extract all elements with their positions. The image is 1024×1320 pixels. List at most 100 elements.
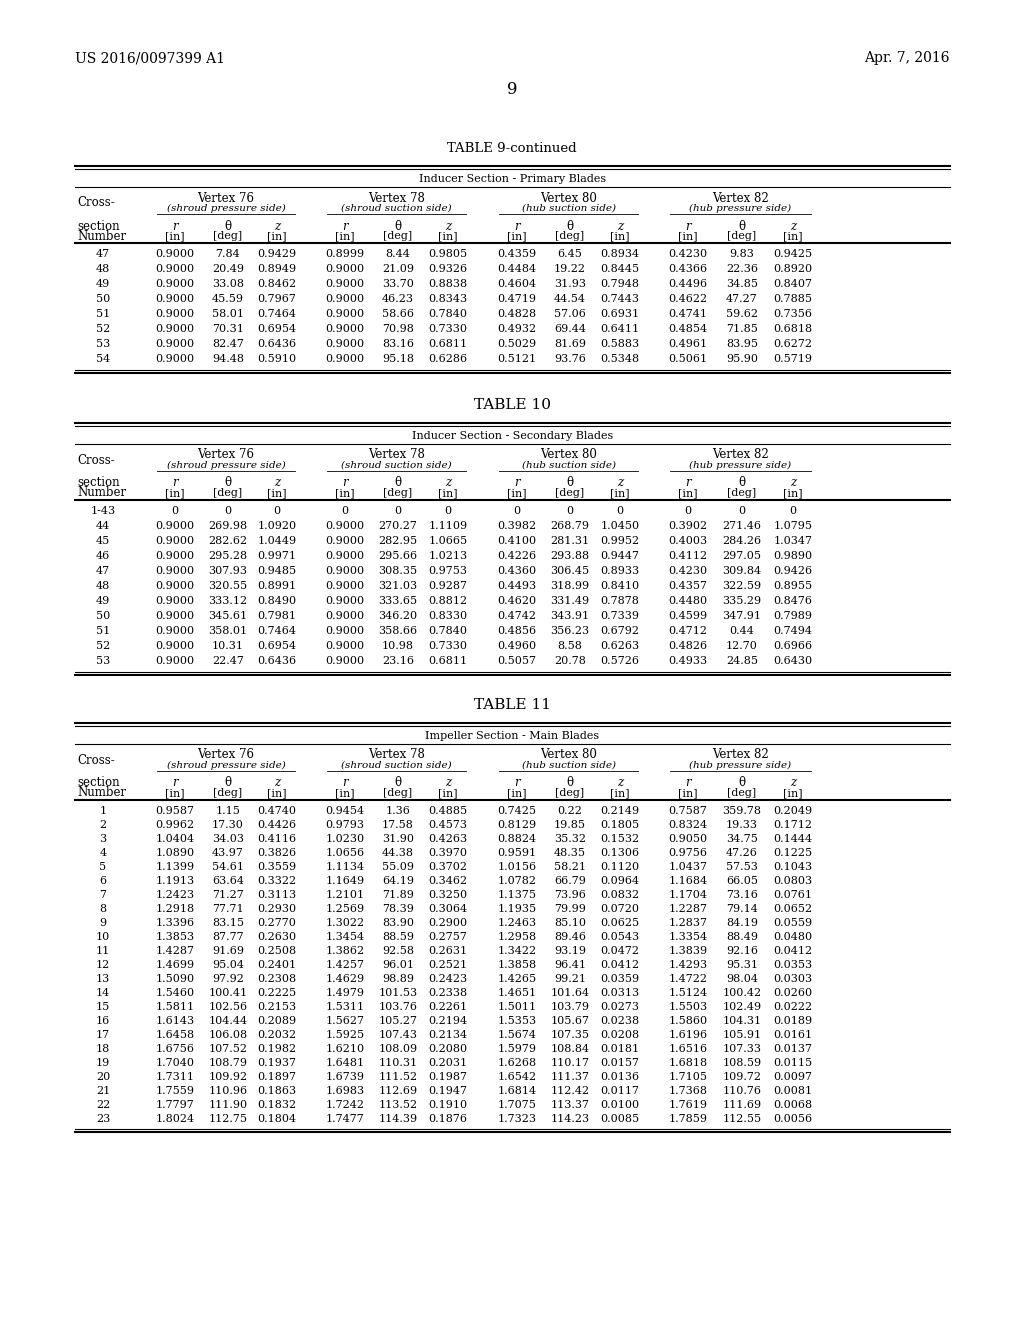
Text: 0.8343: 0.8343 — [428, 294, 468, 304]
Text: 0.3826: 0.3826 — [257, 847, 297, 858]
Text: 0.5726: 0.5726 — [600, 656, 640, 667]
Text: 57.53: 57.53 — [726, 862, 758, 871]
Text: 0.4112: 0.4112 — [669, 552, 708, 561]
Text: 0.1805: 0.1805 — [600, 820, 640, 829]
Text: 1.5124: 1.5124 — [669, 987, 708, 998]
Text: 0.4226: 0.4226 — [498, 552, 537, 561]
Text: [in]: [in] — [335, 488, 354, 498]
Text: 271.46: 271.46 — [723, 521, 762, 531]
Text: 0.9000: 0.9000 — [156, 325, 195, 334]
Text: 0.8129: 0.8129 — [498, 820, 537, 829]
Text: [in]: [in] — [783, 231, 803, 242]
Text: 73.16: 73.16 — [726, 890, 758, 899]
Text: 1.7075: 1.7075 — [498, 1100, 537, 1110]
Text: 1.0213: 1.0213 — [428, 552, 468, 561]
Text: TABLE 10: TABLE 10 — [473, 399, 551, 412]
Text: 358.01: 358.01 — [209, 626, 248, 636]
Text: 83.16: 83.16 — [382, 339, 414, 350]
Text: 57.06: 57.06 — [554, 309, 586, 319]
Text: [in]: [in] — [678, 231, 697, 242]
Text: 0.4742: 0.4742 — [498, 611, 537, 622]
Text: 45: 45 — [96, 536, 111, 546]
Text: [in]: [in] — [267, 231, 287, 242]
Text: 0.8812: 0.8812 — [428, 597, 468, 606]
Text: Cross-: Cross- — [77, 197, 115, 210]
Text: 44.38: 44.38 — [382, 847, 414, 858]
Text: 109.72: 109.72 — [723, 1072, 762, 1081]
Text: 0.0559: 0.0559 — [773, 917, 813, 928]
Text: 1.8024: 1.8024 — [156, 1114, 195, 1123]
Text: 1.36: 1.36 — [386, 805, 411, 816]
Text: 0.5348: 0.5348 — [600, 354, 640, 364]
Text: 1.5503: 1.5503 — [669, 1002, 708, 1011]
Text: 1.3396: 1.3396 — [156, 917, 195, 928]
Text: 55.09: 55.09 — [382, 862, 414, 871]
Text: 0.0652: 0.0652 — [773, 903, 813, 913]
Text: 48.35: 48.35 — [554, 847, 586, 858]
Text: 0.4496: 0.4496 — [669, 280, 708, 289]
Text: 0.2423: 0.2423 — [428, 974, 468, 983]
Text: 0.4100: 0.4100 — [498, 536, 537, 546]
Text: 0.7885: 0.7885 — [773, 294, 812, 304]
Text: 0.9793: 0.9793 — [326, 820, 365, 829]
Text: 0.8410: 0.8410 — [600, 581, 640, 591]
Text: 0: 0 — [738, 507, 745, 516]
Text: 0.1306: 0.1306 — [600, 847, 640, 858]
Text: 1.7797: 1.7797 — [156, 1100, 195, 1110]
Text: TABLE 11: TABLE 11 — [473, 698, 551, 711]
Text: 0.1225: 0.1225 — [773, 847, 813, 858]
Text: 0.9000: 0.9000 — [156, 309, 195, 319]
Text: 77.71: 77.71 — [212, 903, 244, 913]
Text: 113.52: 113.52 — [379, 1100, 418, 1110]
Text: [in]: [in] — [678, 788, 697, 799]
Text: 73.96: 73.96 — [554, 890, 586, 899]
Text: r: r — [342, 219, 348, 232]
Text: 10.98: 10.98 — [382, 642, 414, 651]
Text: 1.6818: 1.6818 — [669, 1057, 708, 1068]
Text: r: r — [342, 776, 348, 789]
Text: Vertex 80: Vertex 80 — [540, 191, 597, 205]
Text: 0.9000: 0.9000 — [326, 325, 365, 334]
Text: 108.59: 108.59 — [723, 1057, 762, 1068]
Text: 34.03: 34.03 — [212, 833, 244, 843]
Text: 1.3858: 1.3858 — [498, 960, 537, 969]
Text: Vertex 76: Vertex 76 — [198, 191, 255, 205]
Text: 5: 5 — [99, 862, 106, 871]
Text: 0.7989: 0.7989 — [773, 611, 812, 622]
Text: 0.7339: 0.7339 — [600, 611, 640, 622]
Text: 15: 15 — [96, 1002, 111, 1011]
Text: 0.5910: 0.5910 — [257, 354, 297, 364]
Text: 31.90: 31.90 — [382, 833, 414, 843]
Text: 83.90: 83.90 — [382, 917, 414, 928]
Text: 107.43: 107.43 — [379, 1030, 418, 1040]
Text: Vertex 76: Vertex 76 — [198, 748, 255, 762]
Text: [deg]: [deg] — [727, 231, 757, 242]
Text: r: r — [342, 477, 348, 490]
Text: 107.33: 107.33 — [723, 1044, 762, 1053]
Text: 0.9962: 0.9962 — [156, 820, 195, 829]
Text: 1.5860: 1.5860 — [669, 1015, 708, 1026]
Text: 321.03: 321.03 — [379, 581, 418, 591]
Text: [deg]: [deg] — [383, 488, 413, 498]
Text: 0.7981: 0.7981 — [257, 611, 297, 622]
Text: 112.55: 112.55 — [723, 1114, 762, 1123]
Text: z: z — [790, 776, 796, 789]
Text: Inducer Section - Secondary Blades: Inducer Section - Secondary Blades — [412, 432, 613, 441]
Text: 0.7587: 0.7587 — [669, 805, 708, 816]
Text: 0.0097: 0.0097 — [773, 1072, 812, 1081]
Text: 0.4230: 0.4230 — [669, 249, 708, 259]
Text: 0.9000: 0.9000 — [326, 339, 365, 350]
Text: 110.17: 110.17 — [551, 1057, 590, 1068]
Text: 0.9326: 0.9326 — [428, 264, 468, 275]
Text: r: r — [685, 219, 691, 232]
Text: 96.01: 96.01 — [382, 960, 414, 969]
Text: r: r — [514, 219, 520, 232]
Text: 88.49: 88.49 — [726, 932, 758, 941]
Text: 0.4357: 0.4357 — [669, 581, 708, 591]
Text: 95.31: 95.31 — [726, 960, 758, 969]
Text: 1.2101: 1.2101 — [326, 890, 365, 899]
Text: 320.55: 320.55 — [209, 581, 248, 591]
Text: 92.58: 92.58 — [382, 945, 414, 956]
Text: 0.2630: 0.2630 — [257, 932, 297, 941]
Text: θ: θ — [566, 219, 573, 232]
